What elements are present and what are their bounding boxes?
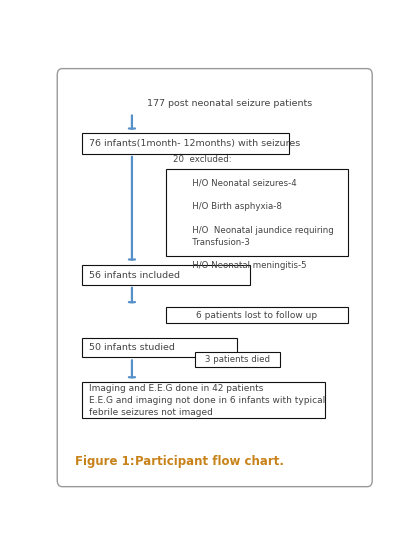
Text: 20  excluded:

       H/O Neonatal seizures-4

       H/O Birth asphyxia-8

    : 20 excluded: H/O Neonatal seizures-4 H/O… — [173, 155, 334, 270]
FancyBboxPatch shape — [166, 169, 348, 257]
FancyBboxPatch shape — [166, 307, 348, 324]
Text: 76 infants(1month- 12months) with seizures: 76 infants(1month- 12months) with seizur… — [89, 139, 300, 148]
FancyBboxPatch shape — [82, 265, 251, 285]
Text: 177 post neonatal seizure patients: 177 post neonatal seizure patients — [147, 99, 313, 108]
FancyBboxPatch shape — [82, 134, 290, 154]
Text: 50 infants studied: 50 infants studied — [89, 343, 175, 352]
Text: 3 patients died: 3 patients died — [205, 355, 270, 364]
FancyBboxPatch shape — [82, 338, 238, 357]
FancyBboxPatch shape — [57, 69, 372, 486]
Text: Figure 1:: Figure 1: — [75, 455, 139, 468]
FancyBboxPatch shape — [195, 352, 280, 367]
Text: 6 patients lost to follow up: 6 patients lost to follow up — [197, 311, 318, 320]
Text: Imaging and E.E.G done in 42 patients
E.E.G and imaging not done in 6 infants wi: Imaging and E.E.G done in 42 patients E.… — [89, 384, 325, 417]
Text: Participant flow chart.: Participant flow chart. — [135, 455, 284, 468]
FancyBboxPatch shape — [82, 382, 325, 418]
Text: 56 infants included: 56 infants included — [89, 270, 180, 280]
